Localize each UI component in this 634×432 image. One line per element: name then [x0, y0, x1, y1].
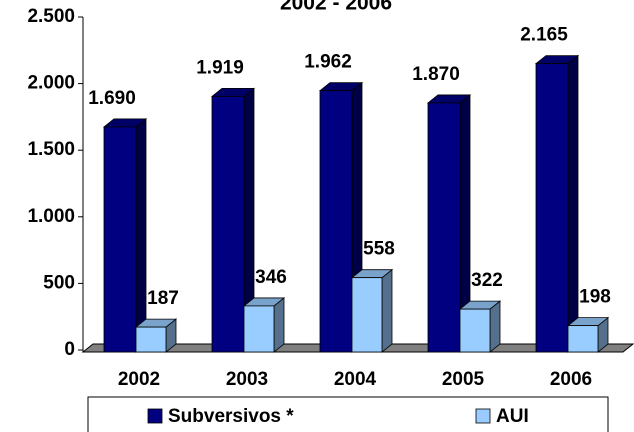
bar — [242, 297, 286, 353]
bar — [458, 300, 502, 353]
data-label: 1.962 — [304, 52, 352, 73]
legend-label: Subversivos * — [168, 406, 294, 427]
x-tick-label: 2002 — [118, 369, 160, 390]
x-tick-label: 2004 — [334, 369, 377, 390]
bar-front — [535, 63, 569, 353]
data-label: 322 — [471, 270, 503, 291]
y-tick-label: 500 — [43, 272, 75, 293]
bar-side — [489, 300, 501, 353]
bar — [426, 94, 472, 353]
y-tick-label: 1.500 — [27, 139, 75, 160]
bar-front — [103, 126, 137, 353]
bar-side — [567, 54, 579, 353]
bar — [210, 87, 256, 353]
x-tick-label: 2003 — [226, 369, 268, 390]
bar-side — [135, 118, 147, 353]
bar-side — [273, 297, 285, 353]
data-label: 198 — [579, 287, 611, 308]
bar-front — [243, 305, 275, 353]
bar — [566, 316, 610, 353]
legend-label: AUI — [496, 406, 529, 427]
data-label: 1.919 — [196, 57, 244, 78]
legend-swatch — [475, 408, 491, 424]
data-label: 187 — [147, 288, 179, 309]
data-label: 558 — [363, 239, 395, 260]
y-tick-label: 2.000 — [27, 73, 75, 94]
bar-side — [381, 268, 393, 353]
chart-title: 2002 - 2006 — [280, 0, 392, 15]
y-tick-label: 0 — [64, 339, 75, 360]
bar-front — [459, 308, 491, 353]
bar — [350, 268, 394, 353]
bar-front — [135, 326, 167, 353]
legend-box — [87, 396, 609, 432]
x-tick-label: 2005 — [442, 369, 485, 390]
legend-swatch — [147, 408, 163, 424]
bar — [534, 54, 580, 353]
data-label: 346 — [255, 267, 287, 288]
data-label: 2.165 — [520, 25, 568, 46]
bar-front — [319, 90, 353, 353]
bar — [102, 118, 148, 353]
bar-front — [427, 102, 461, 353]
bar — [318, 81, 364, 353]
bar-front — [351, 277, 383, 353]
bar-front — [567, 325, 599, 353]
x-tick-label: 2006 — [550, 369, 592, 390]
bar-front — [211, 95, 245, 353]
y-tick-label: 1.000 — [27, 206, 75, 227]
bar — [134, 318, 178, 353]
data-label: 1.690 — [88, 88, 136, 109]
y-tick-label: 2.500 — [27, 6, 75, 27]
data-label: 1.870 — [412, 64, 460, 85]
